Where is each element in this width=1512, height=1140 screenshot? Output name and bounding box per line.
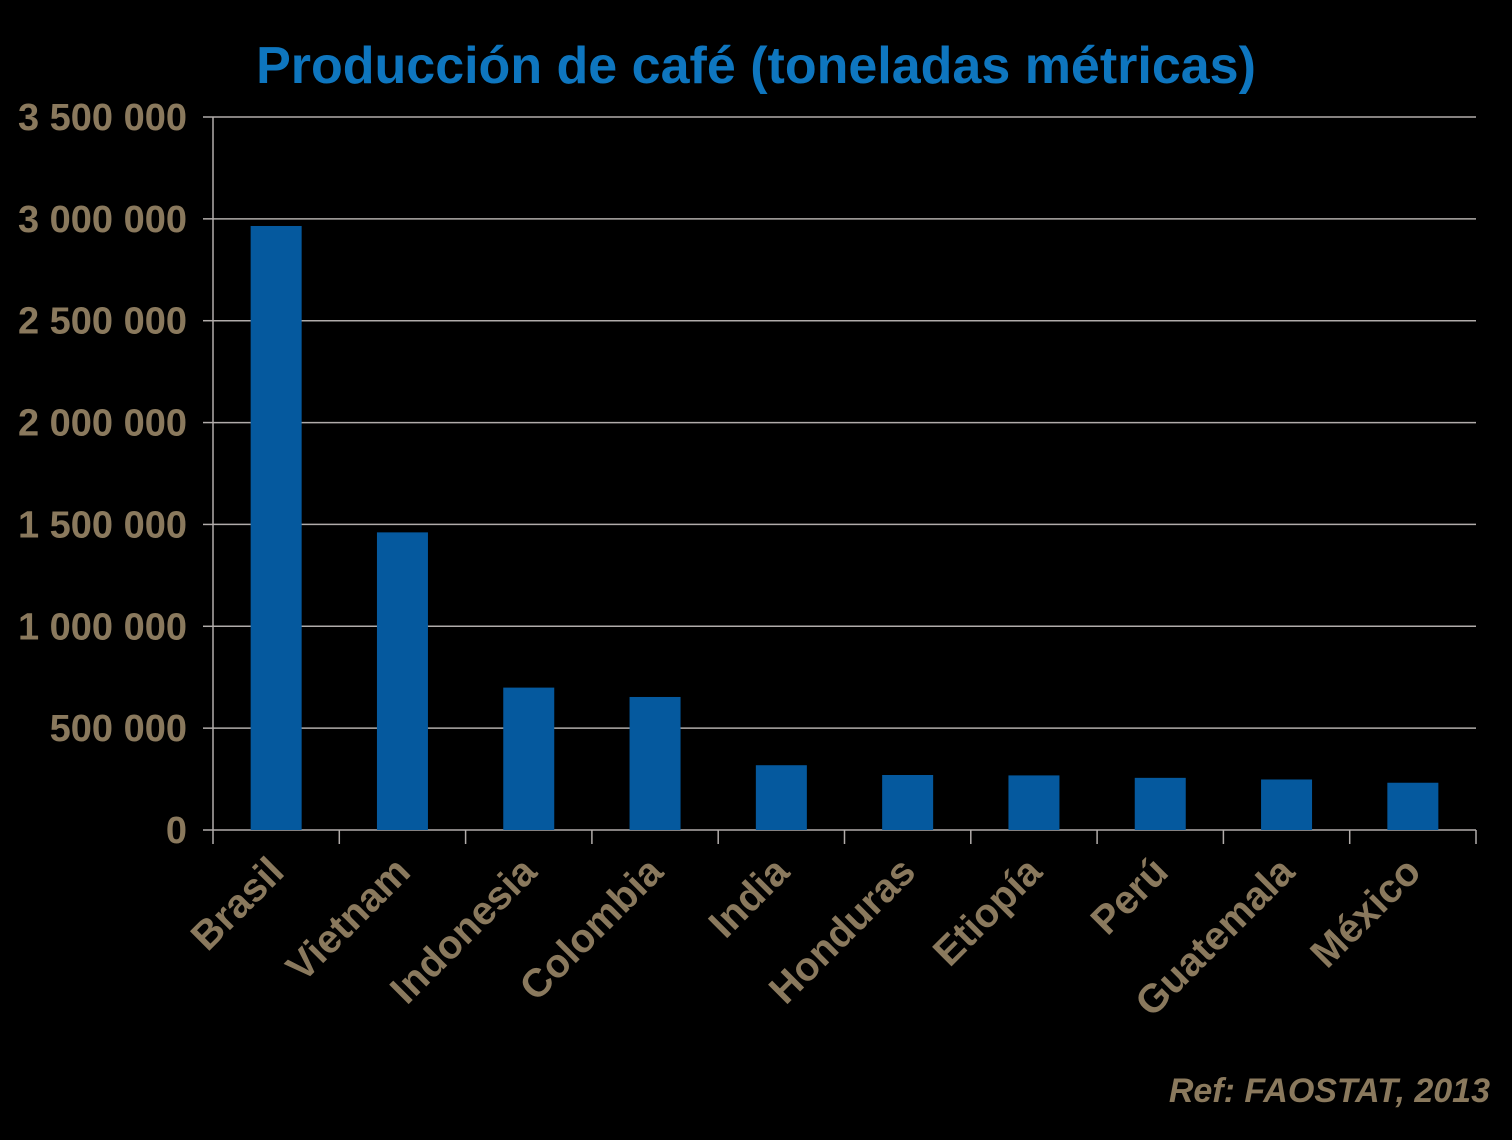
x-axis-label: México	[1302, 849, 1429, 976]
source-reference: Ref: FAOSTAT, 2013	[1168, 1072, 1490, 1110]
bar-vietnam	[376, 532, 428, 830]
bar-méxico	[1387, 782, 1439, 830]
y-axis-label: 0	[166, 810, 187, 852]
bar-india	[755, 765, 807, 830]
bar-indonesia	[503, 687, 555, 830]
bar-perú	[1134, 777, 1186, 830]
bar-guatemala	[1261, 779, 1313, 830]
x-axis-label: Etiopía	[925, 849, 1051, 975]
y-axis-label: 2 000 000	[18, 403, 187, 445]
bar-colombia	[629, 696, 681, 830]
y-axis-label: 3 500 000	[18, 97, 187, 139]
y-axis-label: 1 500 000	[18, 504, 187, 546]
bar-brasil	[250, 225, 302, 831]
y-axis-label: 2 500 000	[18, 301, 187, 343]
y-axis-label: 500 000	[50, 708, 187, 750]
bar-etiopía	[1008, 775, 1060, 830]
x-axis-label: Perú	[1083, 849, 1177, 943]
y-axis-label: 3 000 000	[18, 199, 187, 241]
bar-honduras	[882, 774, 934, 830]
chart-title: Producción de café (toneladas métricas)	[256, 37, 1256, 95]
x-axis-label: Brasil	[183, 849, 293, 959]
x-axis-label: India	[701, 849, 799, 947]
y-axis-label: 1 000 000	[18, 606, 187, 648]
